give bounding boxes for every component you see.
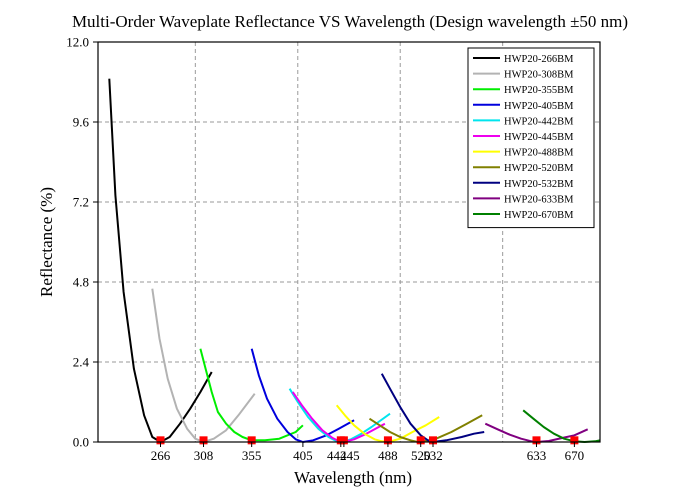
x-tick-label: 488: [378, 448, 398, 463]
x-tick-label: 445: [340, 448, 360, 463]
design-wavelength-marker: [416, 436, 425, 445]
legend-entry: HWP20-445BM: [504, 132, 574, 143]
design-wavelength-marker: [199, 436, 208, 445]
series-line-hwp20-532bm: [380, 373, 485, 443]
design-wavelength-marker: [570, 436, 579, 445]
y-tick-label: 0.0: [73, 435, 89, 450]
x-tick-label: 442: [327, 448, 347, 463]
y-tick-label: 2.4: [73, 355, 90, 370]
legend-entry: HWP20-442BM: [504, 116, 574, 127]
legend-entry: HWP20-532BM: [504, 179, 574, 190]
x-tick-label: 355: [242, 448, 262, 463]
design-wavelength-marker: [429, 436, 438, 445]
legend-entry: HWP20-670BM: [504, 210, 574, 221]
x-tick-label: 520: [411, 448, 431, 463]
x-tick-label: 633: [527, 448, 547, 463]
legend-entry: HWP20-355BM: [504, 85, 574, 96]
series-line-hwp20-266bm: [108, 78, 213, 443]
y-tick-label: 7.2: [73, 195, 89, 210]
legend-entry: HWP20-520BM: [504, 163, 574, 174]
x-tick-label: 308: [194, 448, 214, 463]
legend-entry: HWP20-488BM: [504, 148, 574, 159]
design-wavelength-markers: [156, 436, 579, 445]
design-wavelength-marker: [383, 436, 392, 445]
series-line-hwp20-442bm: [288, 388, 391, 443]
legend: HWP20-266BM HWP20-308BM HWP20-355BM HWP20-4…: [467, 47, 595, 229]
plot-frame: [97, 41, 601, 443]
chart-title: Multi-Order Waveplate Reflectance VS Wav…: [72, 12, 628, 31]
legend-entry: HWP20-405BM: [504, 101, 574, 112]
x-tick-label: 266: [151, 448, 171, 463]
x-tick-label: 670: [565, 448, 585, 463]
series-line-hwp20-405bm: [250, 348, 355, 443]
legend-entry: HWP20-266BM: [504, 54, 574, 65]
x-axis-label: Wavelength (nm): [294, 468, 412, 487]
legend-entry: HWP20-633BM: [504, 194, 574, 205]
series-line-hwp20-308bm: [151, 288, 256, 443]
design-wavelength-marker: [247, 436, 256, 445]
y-axis-label: Reflectance (%): [37, 187, 56, 297]
series-line-hwp20-355bm: [199, 348, 304, 442]
x-tick-label: 532: [423, 448, 443, 463]
design-wavelength-marker: [532, 436, 541, 445]
design-wavelength-marker: [156, 436, 165, 445]
x-tick-label: 405: [293, 448, 313, 463]
design-wavelength-marker: [339, 436, 348, 445]
legend-entry: HWP20-308BM: [504, 70, 574, 81]
y-tick-label: 4.8: [73, 275, 89, 290]
y-tick-label: 9.6: [73, 115, 90, 130]
y-tick-label: 12.0: [66, 35, 89, 50]
series-line-hwp20-445bm: [291, 391, 386, 443]
